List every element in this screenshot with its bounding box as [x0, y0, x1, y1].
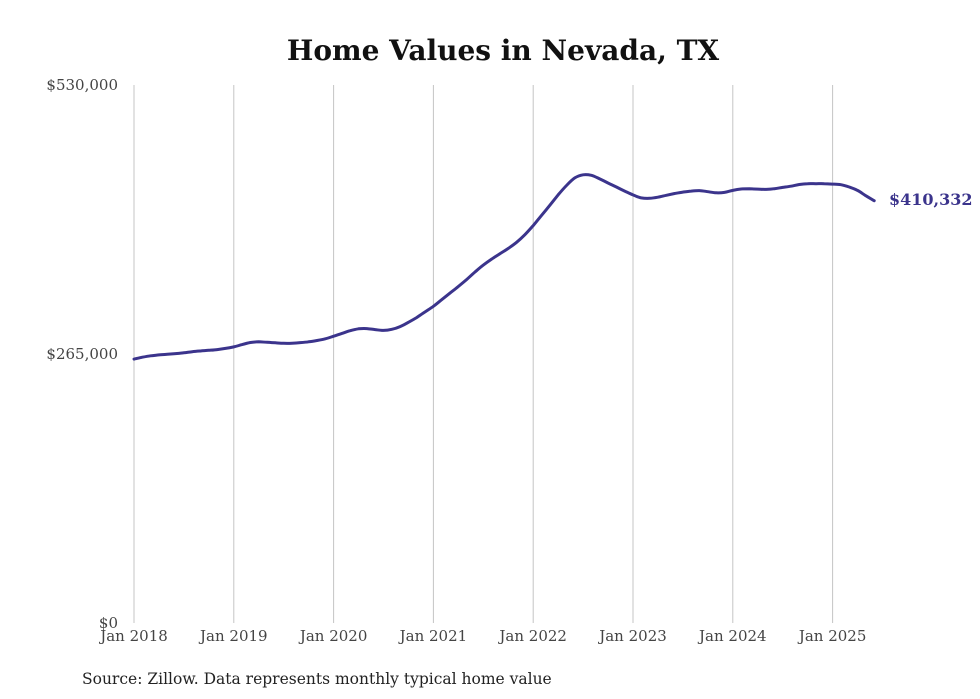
x-tick-label: Jan 2023 [597, 627, 667, 645]
y-tick-label: $530,000 [46, 76, 118, 94]
y-axis-tick-labels: $0 $265,000 $530,000 [46, 76, 118, 632]
vertical-gridlines [133, 85, 834, 623]
x-tick-label: Jan 2022 [497, 627, 567, 645]
x-tick-label: Jan 2025 [797, 627, 867, 645]
home-value-series-line [132, 173, 876, 361]
x-tick-label: Jan 2021 [398, 627, 468, 645]
x-axis-tick-labels: Jan 2018 Jan 2019 Jan 2020 Jan 2021 Jan 2022… [98, 627, 866, 645]
latest-value-label: $410,332 [889, 190, 973, 209]
y-tick-label: $0 [99, 614, 118, 632]
x-tick-label: Jan 2024 [697, 627, 767, 645]
chart-title: Home Values in Nevada, TX [287, 34, 720, 67]
x-tick-label: Jan 2020 [298, 627, 368, 645]
source-note: Source: Zillow. Data represents monthly … [82, 670, 552, 688]
y-tick-label: $265,000 [46, 345, 118, 363]
x-tick-label: Jan 2019 [198, 627, 268, 645]
x-tick-label: Jan 2018 [98, 627, 168, 645]
